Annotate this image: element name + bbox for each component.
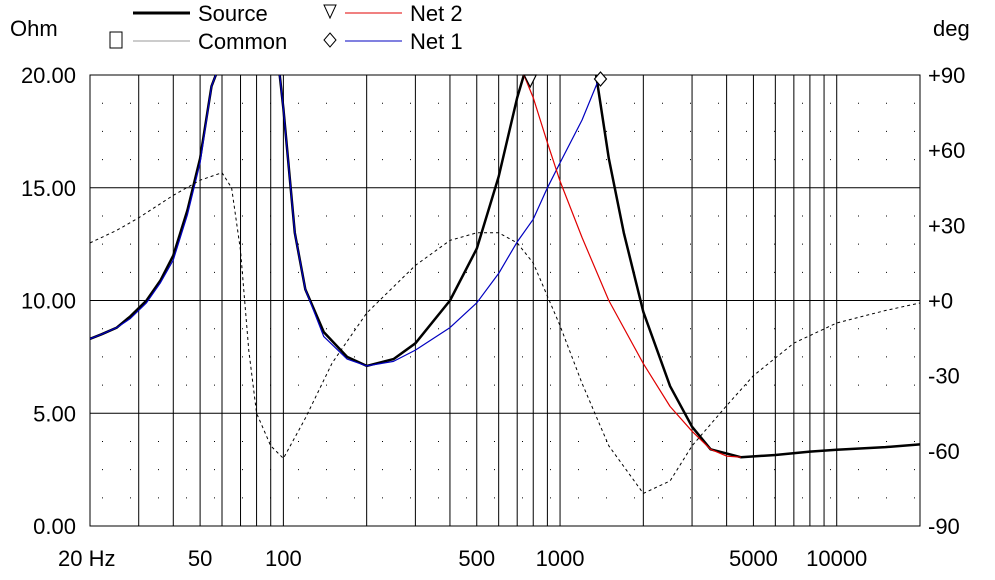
right-axis-unit: deg <box>933 16 970 41</box>
x-tick-label: 50 <box>188 546 212 571</box>
series-line-source <box>278 75 526 368</box>
net2-marker <box>523 74 538 89</box>
series-line-source <box>594 75 920 459</box>
y-right-tick-label: +60 <box>928 138 965 163</box>
y-right-tick-label: -30 <box>928 364 960 389</box>
y-right-tick-label: -90 <box>928 514 960 539</box>
y-right-tick-label: +90 <box>928 63 965 88</box>
x-tick-label: 1000 <box>536 546 585 571</box>
legend-label: Net 1 <box>410 29 463 54</box>
left-axis-unit: Ohm <box>10 16 58 41</box>
y-right-tick-label: +0 <box>928 289 953 314</box>
x-tick-label: 10000 <box>806 546 867 571</box>
y-left-tick-label: 10.00 <box>21 289 76 314</box>
y-right-tick-label: +30 <box>928 213 965 238</box>
axis-layer: Ohm deg 0.00 5.00 10.00 15.00 20.00 -90 -60 -30… <box>10 16 970 571</box>
y-left-tick-label: 5.00 <box>33 401 76 426</box>
net1-marker <box>593 71 608 87</box>
square-icon <box>109 31 123 49</box>
triangle-down-icon <box>323 4 337 20</box>
series-line-net-2 <box>523 75 741 458</box>
series-line-source <box>90 75 217 340</box>
legend-label: Common <box>198 29 287 54</box>
y-left-tick-label: 15.00 <box>21 176 76 201</box>
x-tick-label: 100 <box>265 546 302 571</box>
series-line-net-1 <box>90 75 217 340</box>
series-line-net-1 <box>279 75 602 367</box>
series-layer <box>90 75 920 494</box>
legend-label: Source <box>198 1 268 26</box>
legend-label: Net 2 <box>410 1 463 26</box>
series-line-common <box>90 172 920 494</box>
diamond-icon <box>323 32 337 48</box>
y-right-tick-label: -60 <box>928 439 960 464</box>
y-left-tick-label: 0.00 <box>33 514 76 539</box>
legend: Source Common Net 2 Net 1 <box>109 1 463 54</box>
y-left-tick-label: 20.00 <box>21 63 76 88</box>
x-tick-label: 5000 <box>729 546 778 571</box>
grid-layer <box>89 74 921 527</box>
annotation-layer <box>523 71 608 89</box>
x-tick-label: 500 <box>458 546 495 571</box>
x-tick-label: 20 Hz <box>58 546 115 571</box>
